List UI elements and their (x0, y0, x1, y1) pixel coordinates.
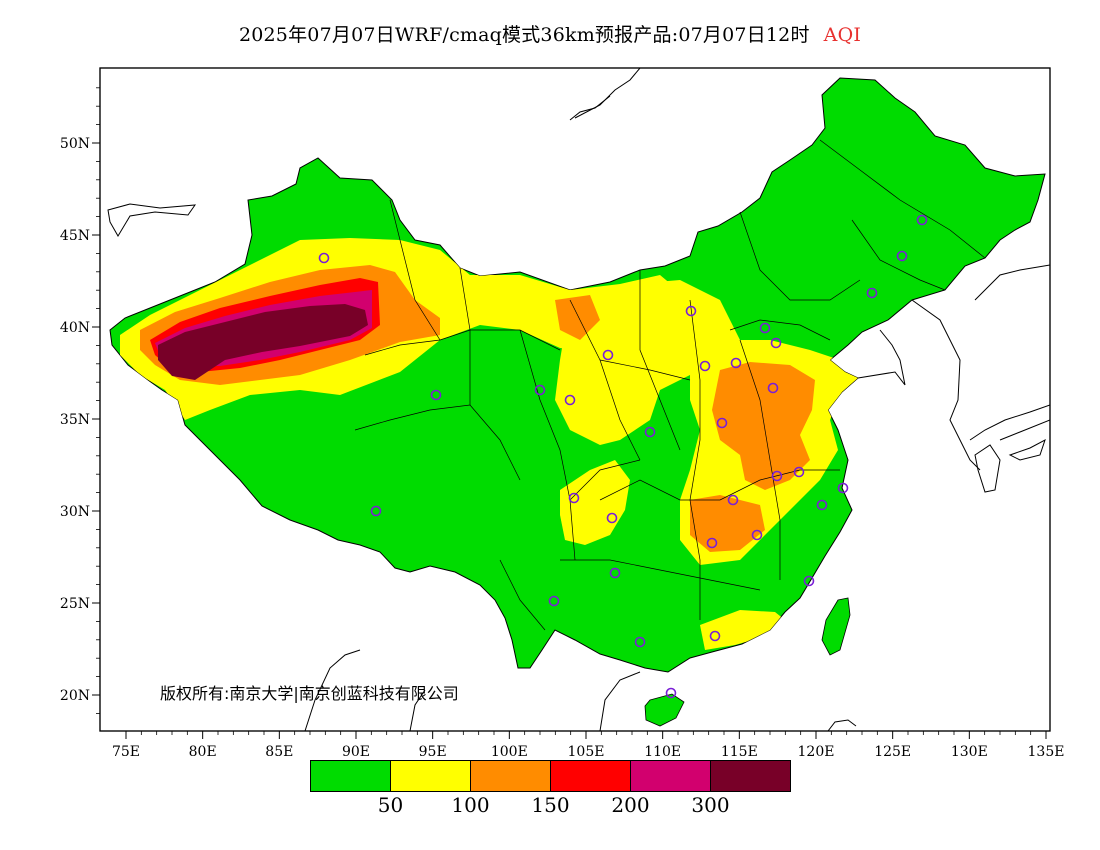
lon-tick-label: 85E (265, 744, 293, 760)
station-marker (837, 482, 849, 494)
zone-usg-north-china-plain (712, 362, 815, 490)
lat-tick-label: 25N (60, 596, 90, 612)
station-marker (318, 252, 330, 264)
latitude-ticks: 50N 45N 40N 35N 30N 25N 20N (60, 87, 100, 714)
legend-swatch (550, 760, 631, 792)
zone-hazardous (158, 304, 368, 380)
station-marker (759, 322, 771, 334)
station-marker (548, 595, 560, 607)
station-marker (685, 305, 697, 317)
station-marker (665, 687, 677, 699)
zone-moderate-sichuan (560, 460, 630, 545)
longitude-ticks: 75E 80E 85E 90E 95E 100E 105E 110E 115E 120E 125E 1… (112, 731, 1065, 760)
zone-usg-ningxia (555, 295, 600, 340)
station-marker (816, 499, 828, 511)
station-marker (634, 636, 646, 648)
copyright-text: 版权所有:南京大学|南京创蓝科技有限公司 (160, 684, 459, 703)
station-marker (866, 287, 878, 299)
lon-tick-label: 110E (644, 744, 681, 760)
station-marker (896, 250, 908, 262)
station-marker (370, 505, 382, 517)
legend-label: 50 (378, 793, 403, 817)
station-marker (770, 337, 782, 349)
lon-tick-label: 125E (874, 744, 911, 760)
station-marker (606, 512, 618, 524)
coastlines (107, 68, 1050, 731)
legend-label: 100 (451, 793, 489, 817)
title-variable: AQI (823, 24, 862, 46)
station-marker (751, 529, 763, 541)
title-text: 2025年07月07日WRF/cmaq模式36km预报产品:07月07日12时 (238, 24, 810, 46)
lon-tick-label: 75E (112, 744, 140, 760)
map-title: 2025年07月07日WRF/cmaq模式36km预报产品:07月07日12时 A… (0, 20, 1100, 47)
station-marker (430, 389, 442, 401)
legend-label: 200 (611, 793, 649, 817)
station-marker (727, 494, 739, 506)
station-markers (318, 214, 928, 699)
legend-swatch (390, 760, 471, 792)
lat-tick-label: 35N (60, 412, 90, 428)
station-marker (771, 470, 783, 482)
zone-usg-central (690, 495, 765, 552)
lon-tick-label: 80E (189, 744, 217, 760)
station-marker (709, 630, 721, 642)
lon-tick-label: 100E (491, 744, 528, 760)
station-marker (730, 357, 742, 369)
lon-tick-label: 135E (1028, 744, 1065, 760)
legend-swatch (470, 760, 551, 792)
station-marker (644, 426, 656, 438)
province-borders (354, 139, 986, 631)
legend-swatch (310, 760, 391, 792)
lon-tick-label: 130E (951, 744, 988, 760)
lat-tick-label: 30N (60, 504, 90, 520)
station-marker (767, 382, 779, 394)
hainan (644, 693, 685, 727)
zone-moderate-south (700, 610, 785, 650)
legend-label: 150 (531, 793, 569, 817)
station-marker (916, 214, 928, 226)
station-marker (534, 384, 546, 396)
lat-tick-label: 45N (60, 228, 90, 244)
lat-tick-label: 40N (60, 320, 90, 336)
legend-swatch (630, 760, 711, 792)
station-marker (609, 567, 621, 579)
legend-swatch (710, 760, 791, 792)
station-marker (803, 575, 815, 587)
lon-tick-label: 115E (721, 744, 758, 760)
lon-tick-label: 120E (798, 744, 835, 760)
lon-tick-label: 90E (342, 744, 370, 760)
aqi-legend: 50 100 150 200 300 (310, 760, 791, 817)
lat-tick-label: 50N (60, 136, 90, 152)
aqi-map: 75E 80E 85E 90E 95E 100E 105E 110E 115E 120E 125E 1… (60, 67, 1065, 760)
legend-label: 300 (691, 793, 729, 817)
station-marker (568, 492, 580, 504)
taiwan (821, 597, 851, 656)
station-marker (699, 360, 711, 372)
station-marker (602, 349, 614, 361)
station-marker (564, 394, 576, 406)
lat-tick-label: 20N (60, 688, 90, 704)
station-marker (716, 417, 728, 429)
lon-tick-label: 105E (568, 744, 605, 760)
lon-tick-label: 95E (419, 744, 447, 760)
station-marker (706, 537, 718, 549)
station-marker (793, 466, 805, 478)
zone-moderate-central (555, 280, 740, 445)
